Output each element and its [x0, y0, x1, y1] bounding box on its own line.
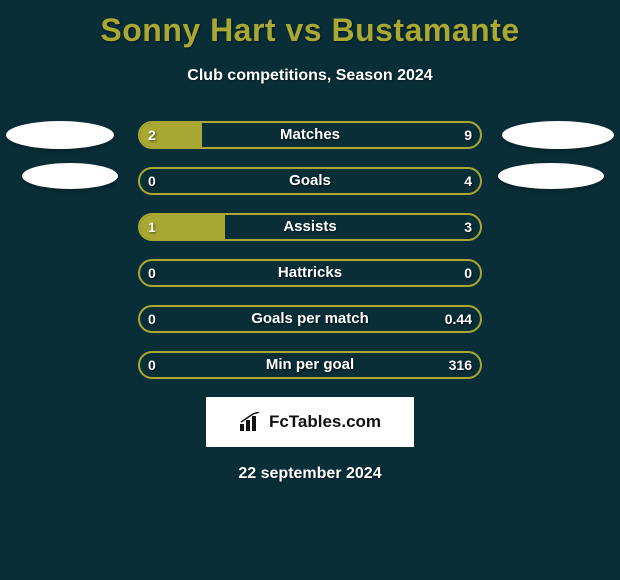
stat-row: 0 Min per goal 316: [0, 351, 620, 379]
stat-row: 0 Hattricks 0: [0, 259, 620, 287]
subtitle: Club competitions, Season 2024: [0, 67, 620, 85]
bar-left-fill: [140, 123, 202, 147]
stat-row: 2 Matches 9: [0, 121, 620, 149]
bar-track: [138, 121, 482, 149]
stat-row: 0 Goals 4: [0, 167, 620, 195]
chart-icon: [239, 412, 263, 432]
brand-text: FcTables.com: [269, 412, 381, 432]
bar-track: [138, 351, 482, 379]
page-title: Sonny Hart vs Bustamante: [0, 0, 620, 49]
stats-area: 2 Matches 9 0 Goals 4 1 Assists 3 0 Hatt…: [0, 121, 620, 379]
bar-track: [138, 259, 482, 287]
stat-row: 0 Goals per match 0.44: [0, 305, 620, 333]
footer-date: 22 september 2024: [0, 465, 620, 483]
bar-track: [138, 305, 482, 333]
brand-box: FcTables.com: [206, 397, 414, 447]
bar-track: [138, 167, 482, 195]
bar-track: [138, 213, 482, 241]
bar-left-fill: [140, 215, 225, 239]
stat-row: 1 Assists 3: [0, 213, 620, 241]
